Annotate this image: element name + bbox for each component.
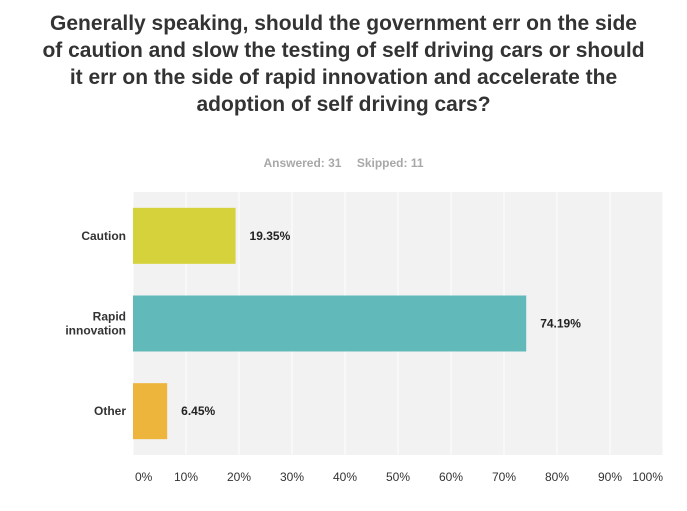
category-label-line: Other — [94, 404, 126, 418]
category-label-line: Caution — [81, 229, 126, 243]
category-label: Other — [94, 404, 126, 418]
x-tick-label: 60% — [439, 470, 463, 484]
bar-rapid-innovation — [133, 295, 527, 352]
x-tick-label: 20% — [227, 470, 251, 484]
bar-value-label: 19.35% — [250, 229, 291, 243]
bar-value-label: 74.19% — [540, 317, 581, 331]
answered-count: Answered: 31 — [263, 156, 342, 170]
category-label: Caution — [81, 229, 126, 243]
response-stats: Answered: 31 Skipped: 11 — [0, 156, 687, 170]
bar-value-label: 6.45% — [181, 404, 215, 418]
x-tick-label: 80% — [545, 470, 569, 484]
bar-other — [133, 383, 168, 440]
x-tick-label: 100% — [632, 470, 663, 484]
x-tick-label: 40% — [333, 470, 357, 484]
category-label: Rapid innovation — [65, 310, 126, 338]
chart-title: Generally speaking, should the governmen… — [42, 12, 645, 116]
category-label-line: innovation — [65, 324, 126, 338]
x-tick-label: 50% — [386, 470, 410, 484]
x-tick-label: 0% — [135, 470, 153, 484]
x-tick-label: 90% — [598, 470, 622, 484]
x-tick-label: 30% — [280, 470, 304, 484]
x-tick-label: 70% — [492, 470, 516, 484]
x-tick-label: 10% — [174, 470, 198, 484]
skipped-count: Skipped: 11 — [356, 156, 424, 170]
category-label-line: Rapid — [93, 310, 126, 324]
bar-caution — [133, 207, 236, 264]
